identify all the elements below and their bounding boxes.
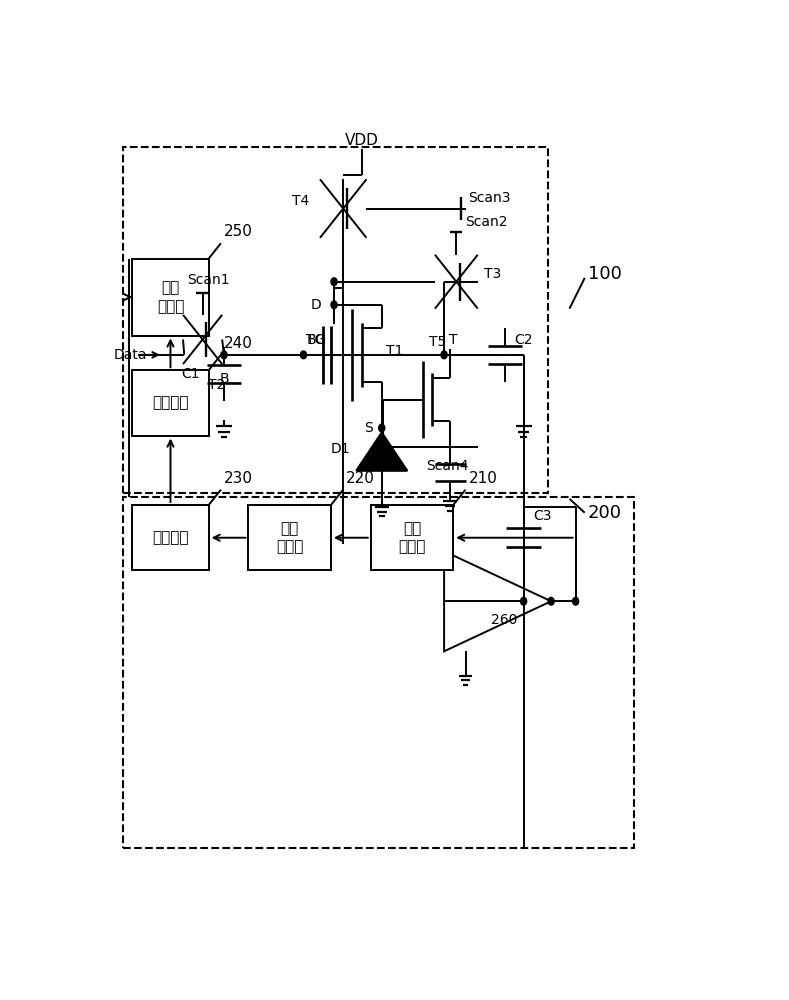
Circle shape [521, 597, 526, 605]
Circle shape [331, 301, 337, 309]
Text: 210: 210 [469, 471, 497, 486]
Circle shape [573, 597, 578, 605]
Text: B: B [219, 372, 229, 386]
Polygon shape [356, 432, 407, 470]
Text: T1: T1 [386, 344, 403, 358]
Text: Scan2: Scan2 [466, 215, 508, 229]
Text: T3: T3 [484, 267, 501, 281]
Text: Scan4: Scan4 [426, 459, 468, 473]
Text: 260: 260 [491, 613, 517, 628]
Text: Data: Data [114, 348, 148, 362]
Text: 100: 100 [588, 265, 622, 283]
Text: 数据
查找表: 数据 查找表 [276, 521, 304, 555]
Bar [371, 505, 453, 570]
Text: 数模
转换器: 数模 转换器 [157, 280, 184, 314]
Text: 存储模块: 存储模块 [152, 395, 189, 410]
Text: C2: C2 [514, 333, 533, 347]
Circle shape [379, 424, 385, 432]
Text: D: D [311, 298, 322, 312]
Text: T4: T4 [293, 194, 309, 208]
Text: 200: 200 [588, 504, 622, 522]
Text: 230: 230 [224, 471, 253, 486]
Bar [249, 505, 331, 570]
Bar [133, 505, 208, 570]
Text: T: T [449, 333, 458, 347]
Circle shape [301, 351, 306, 359]
Text: BG: BG [307, 333, 327, 347]
Bar [133, 370, 208, 436]
Bar [123, 497, 634, 848]
Text: C1: C1 [181, 367, 200, 381]
Text: D1: D1 [331, 442, 350, 456]
Bar [133, 259, 208, 336]
Text: Scan3: Scan3 [469, 191, 511, 205]
Text: T5: T5 [429, 335, 446, 349]
Text: VDD: VDD [345, 133, 379, 148]
Text: 250: 250 [224, 224, 252, 239]
Circle shape [441, 351, 447, 359]
Polygon shape [444, 551, 552, 651]
Circle shape [331, 278, 337, 286]
Text: TG: TG [305, 333, 325, 347]
Text: C3: C3 [533, 509, 552, 523]
Text: 控制模块: 控制模块 [152, 530, 189, 545]
Text: Scan1: Scan1 [187, 273, 230, 287]
Circle shape [548, 597, 554, 605]
Text: 模数
转换器: 模数 转换器 [398, 521, 426, 555]
Text: T2: T2 [208, 378, 226, 392]
Text: 240: 240 [224, 336, 252, 351]
Circle shape [221, 351, 227, 359]
Bar [123, 147, 548, 493]
Text: S: S [364, 421, 372, 435]
Text: 220: 220 [346, 471, 375, 486]
